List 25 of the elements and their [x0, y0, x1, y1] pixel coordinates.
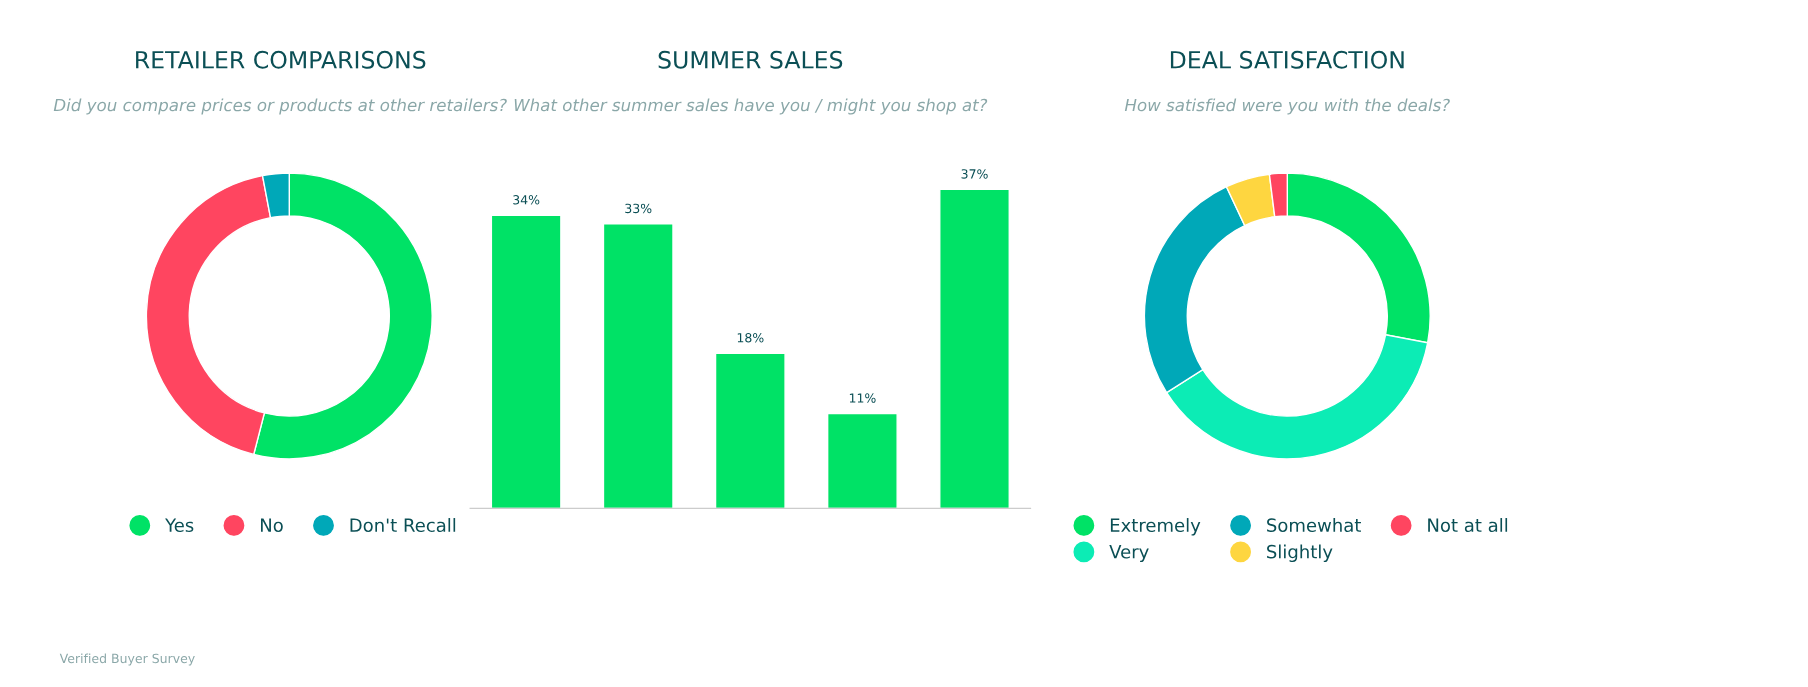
chart-subtitle: How satisfied were you with the deals? [1124, 98, 1450, 115]
bar [939, 188, 1010, 509]
legend-label: Extremely [1110, 518, 1201, 536]
data-label: 11% [849, 393, 876, 403]
bar [602, 223, 674, 509]
bar [826, 412, 898, 509]
legend-label: Very [1109, 545, 1149, 563]
bar [714, 352, 786, 509]
legend-label: Slightly [1267, 544, 1333, 563]
data-label: 33% [625, 203, 652, 214]
data-label: 18% [737, 333, 764, 343]
chart-title: DEAL SATISFACTION [1170, 50, 1404, 69]
text: Verified Buyer Survey [59, 653, 195, 666]
chart-subtitle: What other summer sales have you / might you shop at? [514, 98, 988, 115]
chart-title: RETAILER COMPARISONS [136, 50, 426, 69]
chart-subtitle: Did you compare prices or products at other retailers? [53, 98, 507, 115]
chart-title: SUMMER SALES [658, 50, 843, 69]
legend-label: No [261, 518, 283, 533]
bar [490, 214, 562, 509]
legend-label: Somewhat [1267, 518, 1361, 533]
data-label: 37% [961, 169, 988, 179]
legend-label: Yes [165, 518, 194, 533]
legend-label: Not at all [1428, 518, 1508, 533]
legend-label: Don't Recall [350, 518, 456, 533]
data-label: 34% [513, 195, 540, 205]
